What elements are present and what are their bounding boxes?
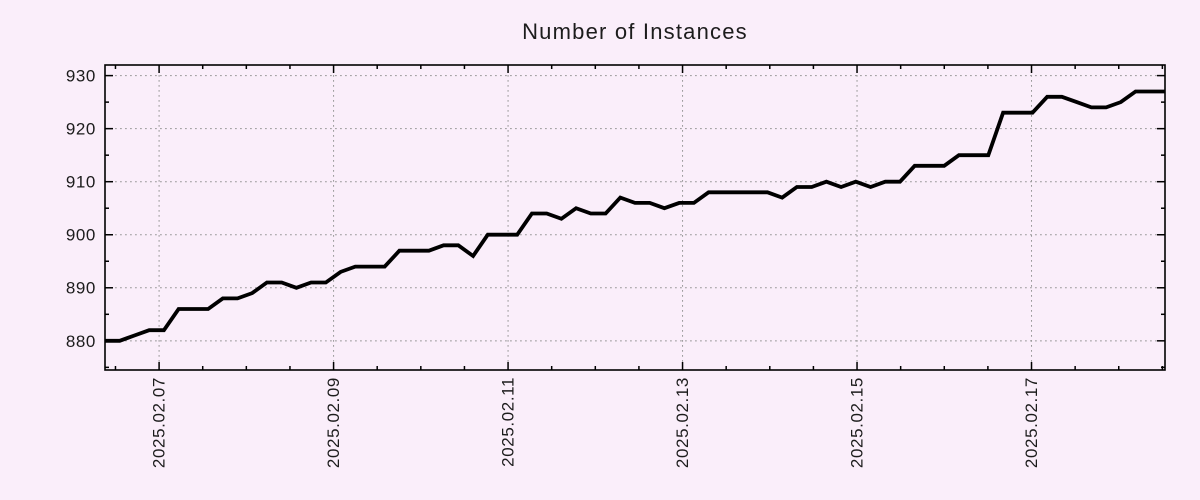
- y-tick-label: 920: [66, 120, 96, 139]
- x-tick-labels: 2025.02.07 2025.02.09 2025.02.11 2025.02.13…: [150, 377, 1041, 468]
- y-tick-labels: 880 890 900 910 920 930: [66, 67, 96, 351]
- axis-ticks: [105, 65, 1165, 370]
- grid-lines: [105, 65, 1165, 370]
- x-tick-label: 2025.02.09: [324, 377, 343, 468]
- chart-title: Number of Instances: [522, 19, 748, 44]
- x-tick-label: 2025.02.07: [150, 377, 169, 468]
- data-line-instances: [105, 89, 1165, 343]
- plot-border: [104, 64, 1166, 371]
- x-tick-label: 2025.02.11: [499, 377, 518, 467]
- y-tick-label: 890: [66, 279, 96, 298]
- y-tick-label: 910: [66, 173, 96, 192]
- x-tick-label: 2025.02.15: [848, 377, 867, 468]
- y-tick-label: 930: [66, 67, 96, 86]
- x-tick-label: 2025.02.17: [1022, 377, 1041, 468]
- y-tick-label: 900: [66, 226, 96, 245]
- y-tick-label: 880: [66, 332, 96, 351]
- x-tick-label: 2025.02.13: [673, 377, 692, 468]
